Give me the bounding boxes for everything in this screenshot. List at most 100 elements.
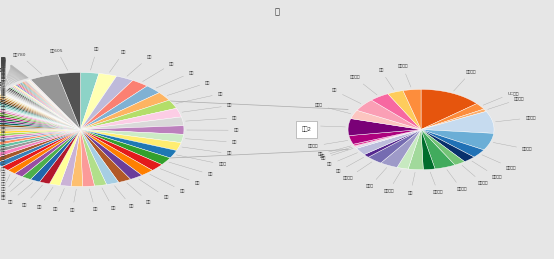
Text: 理财: 理财 [0, 90, 6, 101]
Text: 博客: 博客 [1, 171, 6, 186]
Polygon shape [1, 92, 80, 130]
Text: 招聘: 招聘 [1, 71, 6, 87]
Text: 工具: 工具 [0, 106, 6, 113]
Text: 教育: 教育 [102, 188, 116, 210]
Polygon shape [80, 130, 119, 185]
Polygon shape [421, 111, 494, 133]
Polygon shape [6, 89, 80, 130]
Text: 历史: 历史 [1, 60, 22, 80]
Text: 直播: 直播 [1, 64, 14, 83]
Text: 购物: 购物 [0, 155, 6, 166]
Polygon shape [16, 84, 80, 130]
Polygon shape [371, 94, 421, 130]
Polygon shape [353, 130, 421, 146]
Polygon shape [0, 95, 80, 130]
Polygon shape [23, 82, 80, 130]
Text: 国际: 国际 [0, 159, 6, 171]
Text: 抖音: 抖音 [327, 153, 357, 166]
Text: 天气: 天气 [0, 140, 6, 146]
Polygon shape [421, 130, 435, 170]
Polygon shape [28, 80, 80, 130]
Text: 北京: 北京 [37, 187, 53, 209]
Polygon shape [2, 130, 80, 170]
Polygon shape [0, 98, 80, 130]
Polygon shape [0, 126, 80, 130]
Polygon shape [80, 130, 183, 143]
Polygon shape [0, 105, 80, 130]
Text: 健康: 健康 [182, 147, 232, 156]
Text: 地产: 地产 [0, 95, 6, 105]
Polygon shape [421, 104, 484, 130]
Text: 腾讯视频: 腾讯视频 [350, 75, 377, 95]
Polygon shape [80, 130, 131, 182]
Text: 世界: 世界 [1, 69, 8, 85]
Text: 网易新闻: 网易新闻 [493, 142, 532, 151]
Text: 页: 页 [274, 8, 280, 17]
Polygon shape [80, 86, 160, 130]
Polygon shape [421, 130, 474, 162]
Polygon shape [80, 93, 169, 130]
Text: 订阅: 订阅 [186, 116, 238, 121]
Text: 优酷: 优酷 [332, 89, 361, 104]
Polygon shape [29, 80, 80, 130]
Polygon shape [80, 130, 107, 186]
Polygon shape [80, 126, 184, 134]
Text: 秒拍: 秒拍 [319, 147, 352, 158]
Polygon shape [30, 80, 80, 130]
Polygon shape [0, 130, 80, 135]
Polygon shape [0, 113, 80, 130]
Polygon shape [2, 91, 80, 130]
Text: 梨视频: 梨视频 [366, 168, 387, 188]
Text: 家居: 家居 [138, 179, 168, 199]
Polygon shape [0, 109, 80, 130]
Polygon shape [0, 120, 80, 130]
Polygon shape [20, 83, 80, 130]
Polygon shape [0, 115, 80, 130]
Polygon shape [19, 83, 80, 130]
Text: 时尚: 时尚 [1, 180, 24, 200]
Text: 法律: 法律 [1, 66, 12, 84]
Polygon shape [80, 130, 152, 175]
Text: 美人: 美人 [186, 139, 237, 144]
Text: 交友: 交友 [0, 92, 6, 103]
Text: 消费: 消费 [1, 57, 28, 78]
Polygon shape [4, 90, 80, 130]
Polygon shape [421, 130, 455, 169]
Polygon shape [0, 100, 80, 130]
Text: 影视: 影视 [0, 109, 6, 116]
Polygon shape [0, 130, 80, 145]
Polygon shape [23, 82, 80, 130]
Text: 读读日报: 读读日报 [383, 171, 401, 193]
Text: 腾讯新闻: 腾讯新闻 [454, 70, 476, 91]
Text: 大学生: 大学生 [0, 82, 6, 95]
Polygon shape [355, 130, 421, 147]
Text: 时政: 时政 [0, 133, 6, 136]
Polygon shape [80, 108, 181, 130]
Polygon shape [0, 99, 80, 130]
Polygon shape [0, 104, 80, 130]
Polygon shape [27, 81, 80, 130]
Text: 母婴: 母婴 [0, 147, 6, 155]
Text: 论坛: 论坛 [0, 143, 6, 150]
Polygon shape [421, 130, 494, 150]
Polygon shape [0, 130, 80, 155]
Text: 社会: 社会 [1, 175, 10, 191]
Polygon shape [0, 130, 80, 152]
Text: 科技: 科技 [110, 50, 126, 72]
Text: 运营: 运营 [1, 61, 21, 80]
Text: 广告: 广告 [0, 128, 6, 132]
Text: 人才: 人才 [1, 59, 24, 79]
Polygon shape [80, 117, 184, 130]
Polygon shape [8, 130, 80, 174]
Text: 微博605: 微博605 [50, 48, 68, 70]
Polygon shape [80, 130, 142, 179]
Polygon shape [28, 80, 80, 130]
Polygon shape [368, 130, 421, 163]
Polygon shape [0, 123, 80, 130]
Text: 宁波: 宁波 [160, 169, 200, 185]
Text: 科学: 科学 [1, 60, 23, 80]
Text: 土豆: 土豆 [378, 68, 394, 90]
Polygon shape [12, 86, 80, 130]
Polygon shape [0, 96, 80, 130]
Text: 快手: 快手 [336, 157, 364, 173]
